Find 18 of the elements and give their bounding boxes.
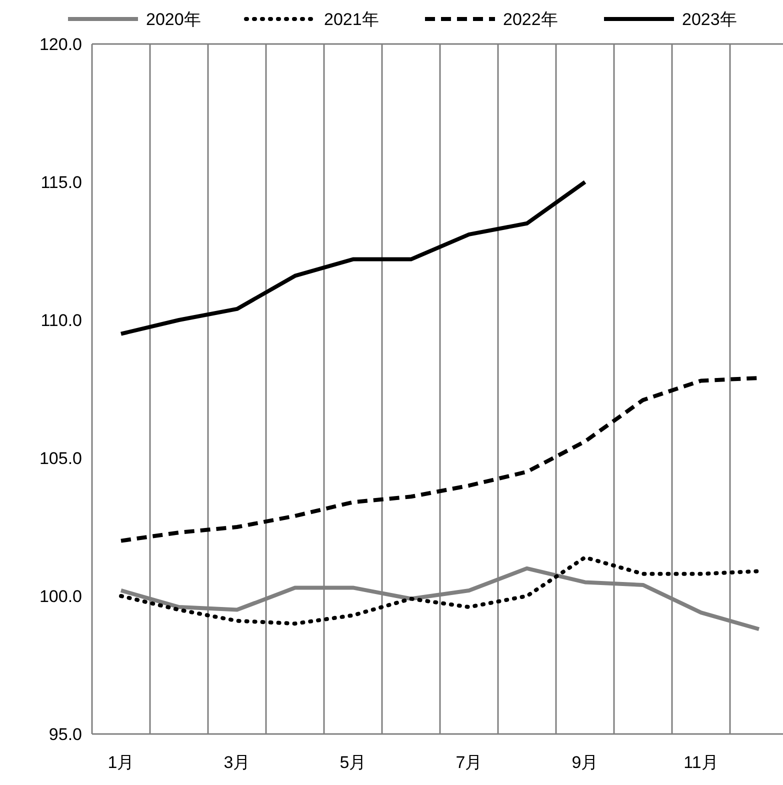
x-tick-label: 9月 [572, 753, 598, 772]
line-series [119, 180, 587, 336]
legend-label: 2023年 [682, 10, 737, 29]
x-tick-label: 5月 [340, 753, 366, 772]
y-tick-label: 105.0 [39, 449, 82, 468]
y-tick-label: 115.0 [40, 173, 82, 192]
x-tick-label: 11月 [684, 753, 718, 772]
y-tick-label: 100.0 [39, 587, 82, 606]
legend-label: 2020年 [146, 10, 201, 29]
y-tick-label: 95.0 [48, 725, 82, 744]
y-tick-label: 120.0 [39, 35, 82, 54]
x-tick-label: 7月 [456, 753, 482, 772]
x-tick-label: 3月 [224, 753, 250, 772]
legend-label: 2021年 [324, 10, 379, 29]
legend-label: 2022年 [503, 10, 558, 29]
x-tick-label: 1月 [108, 753, 134, 772]
line-series [119, 555, 761, 626]
y-tick-label: 110.0 [40, 311, 82, 330]
